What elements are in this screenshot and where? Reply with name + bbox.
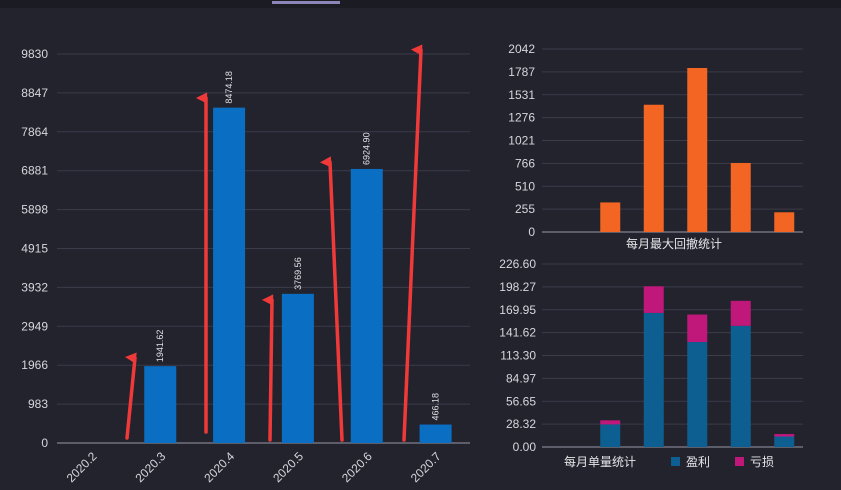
legend-label: 亏损	[750, 455, 774, 469]
x-tick-label: 2020.3	[133, 449, 169, 485]
y-tick-label: 113.30	[500, 349, 536, 363]
legend-label: 盈利	[686, 455, 710, 469]
y-tick-label: 9830	[21, 47, 48, 61]
x-tick-label: 2020.2	[64, 449, 100, 485]
top-tab-bar	[0, 0, 841, 8]
y-tick-label: 0	[41, 436, 48, 450]
bar-segment	[687, 314, 708, 343]
y-tick-label: 1021	[508, 134, 535, 148]
y-tick-label: 8847	[21, 86, 48, 100]
data-label: 1941.62	[155, 330, 165, 363]
y-tick-label: 3932	[21, 280, 48, 294]
y-tick-label: 0	[528, 225, 535, 239]
y-tick-label: 766	[515, 156, 535, 170]
y-tick-label: 1276	[508, 111, 535, 125]
x-tick-label: 2020.7	[408, 449, 444, 485]
bar	[213, 107, 246, 444]
legend-swatch	[735, 457, 744, 466]
y-tick-label: 2949	[21, 319, 48, 333]
y-tick-label: 198.27	[499, 280, 536, 294]
chart-title: 每月最大回撤统计	[626, 236, 722, 251]
y-tick-label: 7864	[21, 125, 48, 139]
bar	[643, 104, 664, 232]
bar-segment	[730, 325, 751, 447]
bar	[419, 424, 452, 443]
data-label: 3769.56	[293, 257, 303, 290]
bar-segment	[643, 312, 664, 447]
bar-segment	[600, 424, 621, 447]
y-tick-label: 983	[28, 397, 48, 411]
x-tick-label: 2020.5	[270, 449, 306, 485]
red-arrow	[124, 352, 137, 440]
bar	[774, 212, 795, 232]
y-tick-label: 4915	[21, 242, 48, 256]
y-tick-label: 1787	[508, 65, 535, 79]
y-tick-label: 1531	[508, 88, 535, 102]
y-tick-label: 169.95	[499, 303, 536, 317]
data-label: 6924.90	[362, 132, 372, 165]
red-arrow	[261, 294, 274, 442]
bar-segment	[774, 434, 795, 437]
order-count-stacked-bar-chart: 0.00 28.32 56.65 84.97 113.30 141.62 169.95 198…	[499, 257, 803, 469]
chart-title: 每月单量统计	[564, 454, 636, 469]
max-drawdown-bar-chart: 0 255 510 766 1021 1276 1531 1787 2042 每月最大回撤统计	[508, 42, 803, 251]
bar-segment	[643, 286, 664, 313]
y-tick-label: 510	[515, 179, 535, 193]
y-tick-label: 141.62	[499, 326, 536, 340]
legend-swatch	[671, 457, 680, 466]
bar-segment	[730, 300, 751, 326]
y-tick-label: 84.97	[506, 371, 536, 385]
x-tick-label: 2020.4	[201, 449, 237, 485]
monthly-profit-bar-chart: 0 983 1966 2949 3932 4915 5898 6881 7864 8847 9830…	[21, 47, 470, 485]
bar	[687, 67, 708, 232]
bar-segment	[600, 420, 621, 425]
active-tab-indicator[interactable]	[272, 1, 340, 4]
red-arrow	[319, 156, 344, 442]
bar	[730, 162, 751, 232]
y-tick-label: 6881	[21, 164, 48, 178]
bar-segment	[687, 342, 708, 447]
y-tick-label: 1966	[21, 358, 48, 372]
y-tick-label: 28.32	[506, 417, 536, 431]
data-label: 466.18	[431, 393, 441, 421]
y-tick-label: 226.60	[499, 257, 536, 271]
y-tick-label: 2042	[508, 42, 535, 56]
y-tick-label: 255	[515, 202, 535, 216]
y-tick-label: 5898	[21, 203, 48, 217]
x-tick-label: 2020.6	[339, 449, 375, 485]
y-tick-label: 0.00	[513, 440, 537, 454]
bar	[350, 168, 383, 443]
bar	[281, 293, 314, 443]
red-arrow	[402, 44, 423, 442]
bar-segment	[774, 436, 795, 447]
bar	[600, 202, 621, 232]
data-label: 8474.18	[224, 71, 234, 104]
y-tick-label: 56.65	[506, 394, 536, 408]
red-arrow-annotations	[124, 44, 423, 442]
bar	[144, 366, 177, 443]
